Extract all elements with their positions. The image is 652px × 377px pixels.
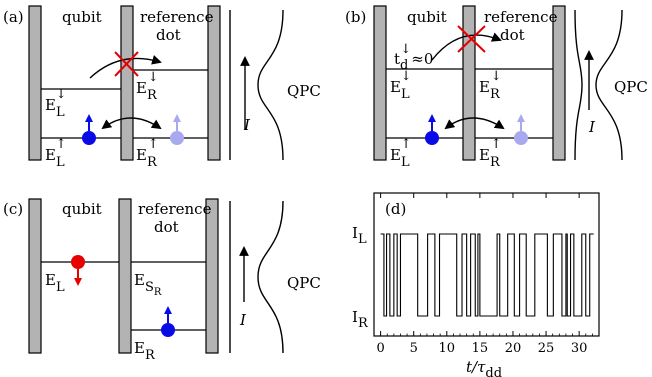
barrier-middle <box>120 5 134 161</box>
panel-c-tag: (c) <box>3 200 23 218</box>
qpc-wall-right <box>257 9 284 161</box>
label-EL: EL <box>45 271 65 295</box>
chart-tag: (d) <box>385 200 406 218</box>
label-ER-down: ER↓ <box>479 69 502 102</box>
barrier-right <box>205 198 219 354</box>
ylabel-low: IR <box>352 308 369 331</box>
reference-label: reference <box>140 8 214 26</box>
x-ticks: 0 5 10 15 20 25 30 <box>376 193 593 356</box>
barrier-left <box>373 5 387 161</box>
label-EL-up: EL↑ <box>390 137 412 170</box>
label-EL-down: EL↓ <box>45 87 67 120</box>
tunnel-arrow <box>431 32 502 61</box>
exchange-arrow <box>444 117 505 130</box>
reference-label: reference <box>484 8 558 26</box>
blocked-cross <box>114 51 139 77</box>
barrier-right <box>207 5 221 161</box>
electron-spin-down <box>71 255 85 286</box>
x-tick-label: 25 <box>538 341 555 356</box>
qpc-wall-left <box>574 9 583 161</box>
panel-c: (c) qubit reference dot EL ESR ER I QPC <box>3 198 321 363</box>
barrier-middle <box>462 5 476 161</box>
label-ER-up: ER↑ <box>136 137 159 170</box>
label-EL-down: EL↓ <box>390 69 412 102</box>
electron-spin-up-faded <box>514 114 528 145</box>
tunnel-rate-label: td↓≈0 <box>394 42 433 73</box>
electron-spin-up <box>425 114 439 145</box>
label-ER-down: ER↓ <box>136 70 159 103</box>
reference-label: reference <box>138 200 212 218</box>
electron-spin-up <box>82 114 96 145</box>
qubit-label: qubit <box>62 200 102 218</box>
switching-chart: (d) IL IR 0 5 10 15 20 25 30 t/τdd <box>352 192 600 377</box>
barrier-left <box>28 5 42 161</box>
exchange-arrow <box>101 117 162 130</box>
current-label: I <box>588 118 596 136</box>
qpc-label: QPC <box>287 274 321 292</box>
plot-frame <box>373 192 600 337</box>
current-trace <box>380 233 594 317</box>
x-axis-label: t/τdd <box>466 358 502 377</box>
qpc-label: QPC <box>287 82 321 100</box>
x-tick-label: 30 <box>571 341 588 356</box>
dot-label: dot <box>154 218 179 236</box>
qpc-wall-right <box>595 9 623 161</box>
dot-label: dot <box>156 26 181 44</box>
dot-label: dot <box>500 26 525 44</box>
qpc-wall-right <box>257 200 284 354</box>
x-tick-label: 5 <box>410 341 418 356</box>
panel-a: (a) qubit reference dot EL↓ ER↓ EL↑ ER↑ <box>3 5 321 170</box>
current-label: I <box>243 116 251 134</box>
x-tick-label: 15 <box>472 341 489 356</box>
panel-b: (b) qubit reference dot td↓≈0 EL↓ ER↓ EL… <box>345 5 648 170</box>
x-tick-label: 20 <box>505 341 522 356</box>
barrier-left <box>28 198 42 354</box>
label-ES: ESR <box>134 271 162 298</box>
label-ER: ER <box>134 339 156 363</box>
label-EL-up: EL↑ <box>45 137 67 170</box>
qubit-label: qubit <box>62 8 102 26</box>
current-label: I <box>239 311 247 329</box>
electron-spin-up <box>161 306 175 337</box>
panel-a-tag: (a) <box>3 8 24 26</box>
x-tick-label: 0 <box>376 341 384 356</box>
label-ER-up: ER↑ <box>479 137 502 170</box>
electron-spin-up-faded <box>170 114 184 145</box>
blocked-cross <box>457 25 486 53</box>
qpc-label: QPC <box>614 78 648 96</box>
qubit-label: qubit <box>407 8 447 26</box>
x-tick-label: 10 <box>439 341 456 356</box>
barrier-middle <box>118 198 132 354</box>
ylabel-high: IL <box>352 224 367 247</box>
panel-b-tag: (b) <box>345 8 366 26</box>
barrier-right <box>552 5 566 161</box>
